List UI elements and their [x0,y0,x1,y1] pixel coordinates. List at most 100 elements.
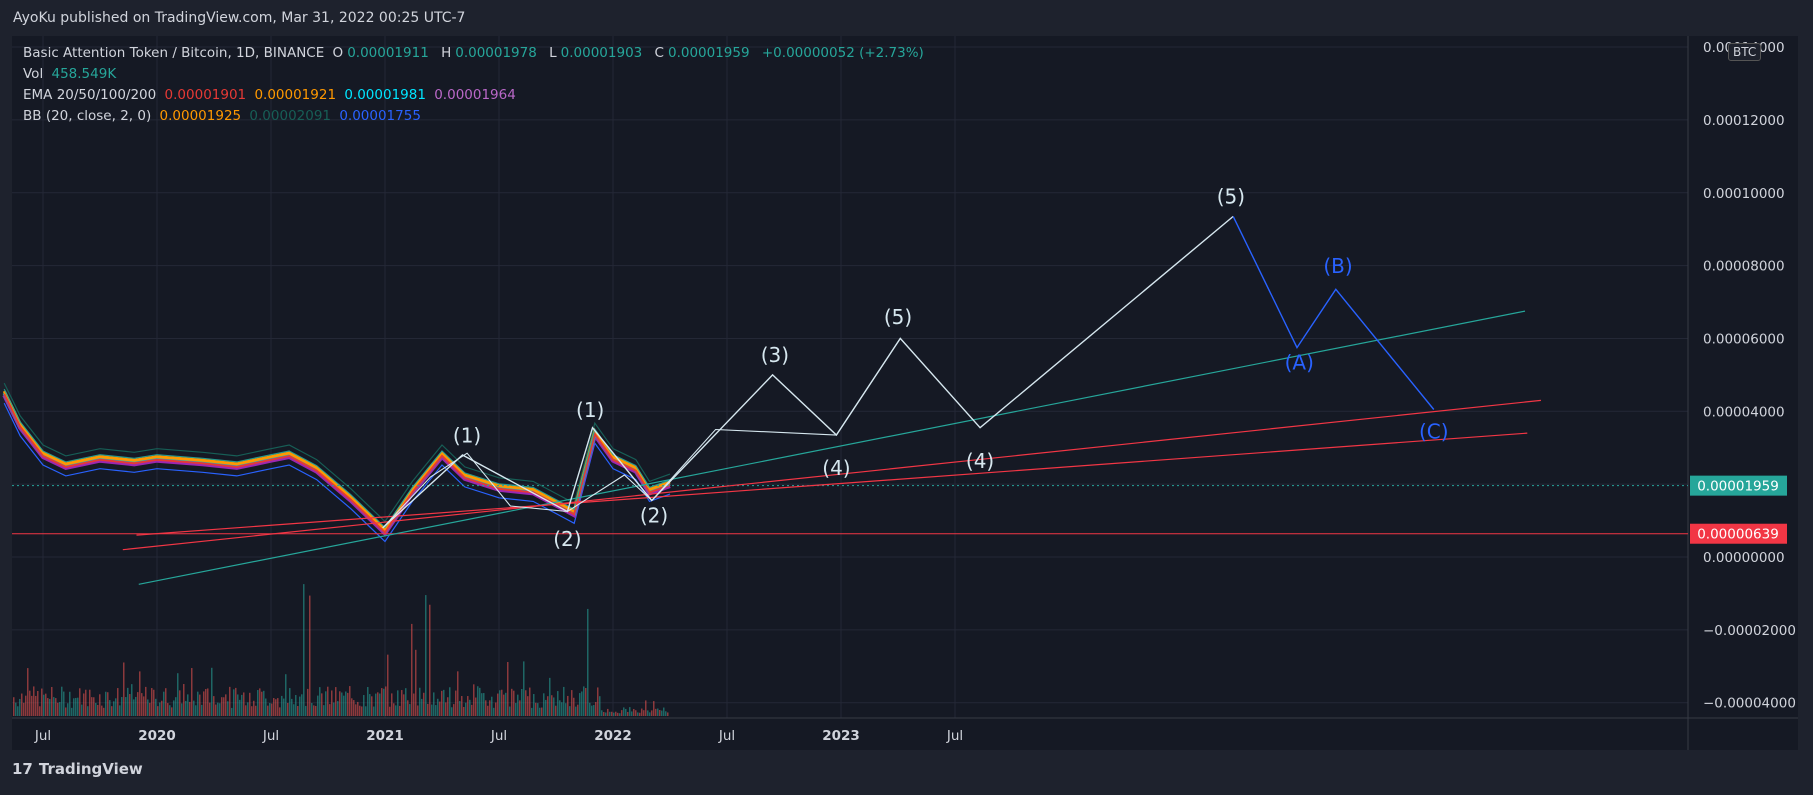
volume-bar [575,706,577,716]
volume-bar [257,690,259,716]
high-value: 0.00001978 [455,45,537,61]
volume-bar [461,696,463,716]
wave-label[interactable]: (4) [966,449,994,473]
volume-bar [341,692,343,716]
wave-label[interactable]: (B) [1323,254,1352,278]
volume-bar [117,688,119,716]
bb-basis-value: 0.00002091 [249,108,332,124]
publisher-info: AyoKu published on TradingView.com, Mar … [13,10,466,26]
volume-bar [261,691,263,716]
volume-bar [395,705,397,716]
wave-label[interactable]: (3) [761,343,789,367]
volume-bar [491,696,493,716]
tradingview-branding[interactable]: 17 TradingView [12,760,143,778]
trend-line[interactable] [122,399,1542,551]
volume-bar [445,702,447,716]
wave-label[interactable]: (2) [640,503,668,527]
volume-bar [229,686,231,716]
volume-bar [195,705,197,716]
volume-bar [385,686,387,716]
y-tick-label: 0.00006000 [1703,331,1785,347]
volume-bar [401,690,403,716]
wave-label[interactable]: (5) [1217,185,1245,209]
volume-bar [427,703,429,716]
volume-bar [265,698,267,716]
volume-bar [467,696,469,716]
volume-bar [665,711,667,716]
y-tick-label: 0.00000000 [1703,550,1785,566]
volume-bar [499,690,501,716]
volume-bar [165,688,167,716]
volume-bar [251,706,253,716]
price-badge[interactable] [1690,475,1787,496]
price-badge[interactable] [1690,523,1787,544]
volume-bar [21,693,23,716]
volume-bar [291,698,293,716]
subwave-projection[interactable] [651,338,901,501]
volume-bar [123,662,125,716]
legend-bb-row[interactable]: BB (20, close, 2, 0) 0.00001925 0.000020… [23,106,928,127]
volume-bar [371,696,373,716]
volume-bar [647,710,649,716]
volume-bar [137,692,139,716]
price-badge-label: 0.00000639 [1697,527,1779,543]
volume-bar [281,695,283,716]
volume-bar [263,690,265,716]
volume-bar [477,686,479,716]
wave-label[interactable]: (1) [453,423,481,447]
volume-bar [89,689,91,716]
volume-bar [557,691,559,716]
y-tick-label: 0.00008000 [1703,259,1785,275]
volume-bar [205,688,207,716]
subwave-projection[interactable] [567,474,653,512]
volume-bar [489,700,491,716]
volume-bar [609,711,611,716]
volume-bar [209,702,211,716]
legend-volume-row[interactable]: Vol 458.549K [23,64,928,85]
x-tick-label: Jul [946,728,963,744]
volume-bar [535,702,537,716]
volume-bar [423,692,425,716]
wave-label[interactable]: (A) [1285,350,1314,374]
x-tick-label: 2020 [138,728,176,744]
volume-bar [473,684,475,716]
volume-bar [483,693,485,716]
volume-bar [95,702,97,716]
volume-bar [93,697,95,716]
volume-bar [569,706,571,716]
volume-bar [349,686,351,716]
volume-bar [149,702,151,716]
volume-bar [511,688,513,716]
volume-bar [267,705,269,716]
wave-label[interactable]: (4) [822,456,850,480]
corrective-wave-projection[interactable] [1232,216,1435,410]
volume-bar [425,595,427,716]
legend-ema-row[interactable]: EMA 20/50/100/200 0.00001901 0.00001921 … [23,85,928,106]
wave-label[interactable]: (C) [1419,420,1449,444]
volume-bar [223,697,225,716]
wave-label[interactable]: (1) [576,398,604,422]
wave-label[interactable]: (2) [553,527,581,551]
volume-bar [651,710,653,716]
volume-bar [13,697,15,716]
volume-bar [611,711,613,716]
volume-bar [211,667,213,716]
volume-value: 458.549K [51,66,117,82]
elliott-wave-projection[interactable] [382,215,1234,529]
trend-line[interactable] [138,310,1526,585]
volume-bar [457,671,459,716]
volume-bar [245,705,247,716]
volume-bar [375,693,377,716]
volume-bar [37,690,39,716]
volume-bar [357,701,359,716]
volume-bar [185,700,187,716]
volume-bar [363,695,365,716]
volume-bar [273,698,275,716]
currency-label[interactable]: BTC [1728,43,1762,61]
wave-label[interactable]: (5) [884,305,912,329]
subwave-projection[interactable] [382,452,568,529]
bb-upper-value: 0.00001925 [159,108,242,124]
symbol-title[interactable]: Basic Attention Token / Bitcoin, 1D, BIN… [23,45,325,61]
trend-line[interactable] [136,432,1528,536]
